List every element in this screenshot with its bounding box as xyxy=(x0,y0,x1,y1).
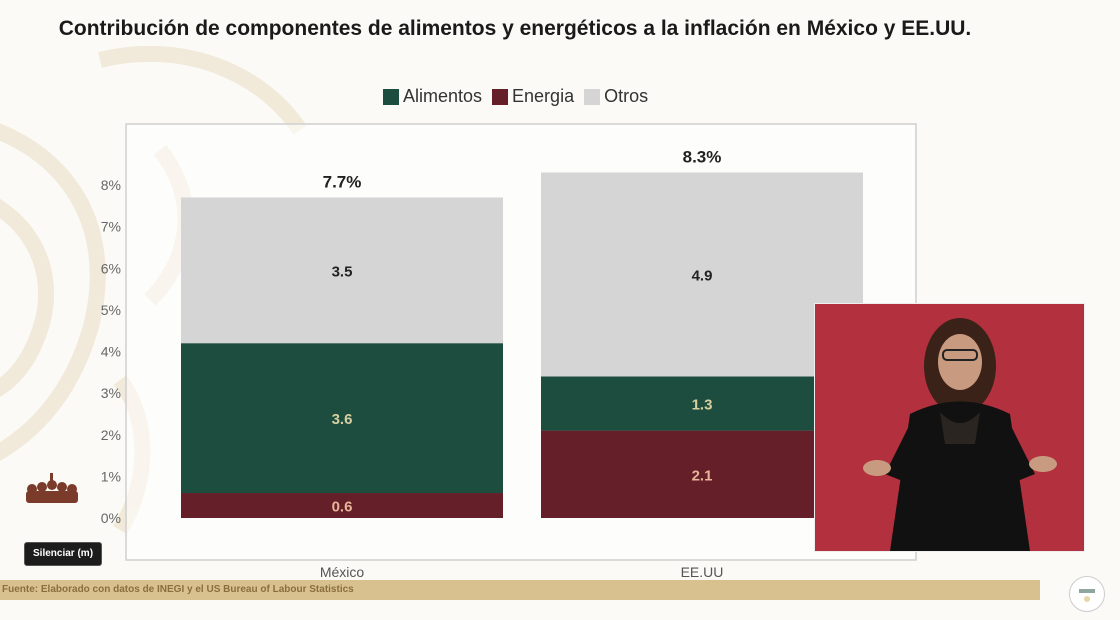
data-label: 0.6 xyxy=(332,499,353,516)
legend-swatch-energia xyxy=(492,88,509,105)
legend-label-alimentos: Alimentos xyxy=(403,86,483,106)
bar-segment-otros xyxy=(541,172,863,377)
y-tick-label: 5% xyxy=(101,302,121,318)
y-tick-label: 2% xyxy=(101,427,121,443)
legend-item-alimentos: Alimentos xyxy=(383,86,482,107)
y-tick-label: 0% xyxy=(101,510,121,526)
bar-segment-otros xyxy=(181,197,503,344)
data-label: 4.9 xyxy=(692,267,713,284)
data-label: 1.3 xyxy=(692,397,713,414)
mute-button[interactable]: Silenciar (m) xyxy=(24,542,103,566)
y-tick-label: 3% xyxy=(101,385,121,401)
total-label: 8.3% xyxy=(683,148,722,167)
legend-label-otros: Otros xyxy=(604,86,649,106)
sign-language-interpreter-video xyxy=(814,303,1085,552)
legend-swatch-otros xyxy=(584,88,601,105)
legend-item-energia: Energia xyxy=(492,86,574,107)
chart-legend: Alimentos Energia Otros xyxy=(383,86,652,107)
government-seal-icon xyxy=(1069,576,1105,612)
historical-figures-logo xyxy=(26,473,78,503)
legend-swatch-alimentos xyxy=(383,88,399,105)
legend-label-energia: Energia xyxy=(512,86,575,106)
chart-title: Contribución de componentes de alimentos… xyxy=(58,17,972,40)
y-tick-label: 7% xyxy=(101,219,121,235)
data-label: 3.5 xyxy=(332,263,353,280)
bar-segment-alimentos xyxy=(181,343,503,494)
bar-segment-energia xyxy=(181,493,503,518)
y-tick-label: 1% xyxy=(101,468,121,484)
x-tick-label: EE.UU xyxy=(681,564,724,580)
y-tick-label: 6% xyxy=(101,260,121,276)
bar-segment-energia xyxy=(541,430,863,518)
data-label: 3.6 xyxy=(332,411,353,428)
legend-item-otros: Otros xyxy=(584,86,648,107)
data-label: 2.1 xyxy=(692,467,713,484)
bar-segment-alimentos xyxy=(541,376,863,431)
source-note: Fuente: Elaborado con datos de INEGI y e… xyxy=(0,580,1040,600)
total-label: 7.7% xyxy=(323,172,362,191)
y-tick-label: 4% xyxy=(101,344,121,360)
x-tick-label: México xyxy=(320,564,365,580)
y-tick-label: 8% xyxy=(101,177,121,193)
